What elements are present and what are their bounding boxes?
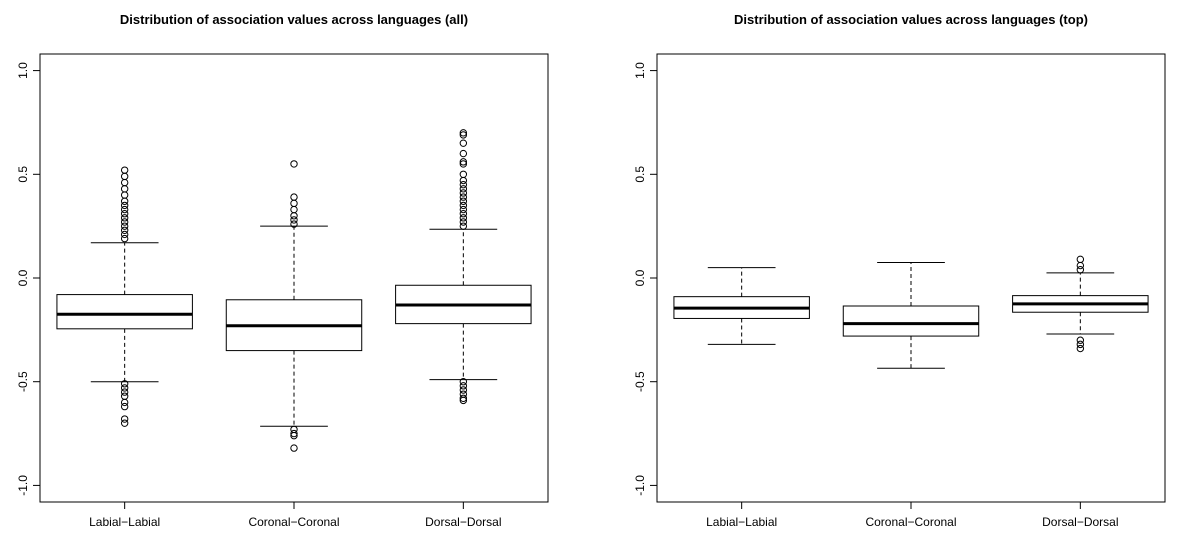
x-tick-label: Coronal−Coronal xyxy=(248,515,339,529)
x-tick-label: Labial−Labial xyxy=(89,515,160,529)
y-tick-label: 0.5 xyxy=(16,166,30,183)
outlier xyxy=(120,197,129,205)
y-tick-label: 0.0 xyxy=(633,269,647,286)
outlier xyxy=(459,158,468,166)
box xyxy=(842,305,980,337)
outlier xyxy=(459,193,468,201)
x-tick-label: Coronal−Coronal xyxy=(865,515,956,529)
outlier xyxy=(120,226,129,234)
outlier xyxy=(120,178,129,187)
y-tick-label: 0.0 xyxy=(16,269,30,286)
outlier xyxy=(1076,261,1085,270)
x-tick-label: Dorsal−Dorsal xyxy=(425,515,501,529)
outlier xyxy=(459,205,468,214)
outlier xyxy=(120,402,129,411)
outlier xyxy=(120,388,129,396)
y-tick-label: -0.5 xyxy=(633,371,647,392)
outlier xyxy=(290,199,298,208)
outlier xyxy=(120,166,129,174)
outlier xyxy=(120,380,129,388)
outlier xyxy=(1076,255,1085,264)
outlier xyxy=(290,220,298,228)
outlier xyxy=(459,185,468,193)
y-tick-label: 1.0 xyxy=(633,62,647,79)
outlier xyxy=(459,201,468,210)
y-tick-label: 1.0 xyxy=(16,62,30,79)
outlier xyxy=(290,444,298,452)
outlier xyxy=(459,382,468,390)
chart-title: Distribution of association values acros… xyxy=(120,12,468,27)
outlier xyxy=(459,129,468,137)
outlier xyxy=(459,386,468,394)
outlier xyxy=(290,216,298,224)
outlier xyxy=(290,193,298,201)
outlier xyxy=(459,139,468,147)
box xyxy=(56,294,193,330)
outlier xyxy=(459,189,468,197)
outlier xyxy=(459,131,468,139)
outlier xyxy=(120,392,129,400)
outlier xyxy=(290,205,298,214)
y-tick-label: -1.0 xyxy=(633,475,647,496)
outlier xyxy=(120,384,129,392)
outlier xyxy=(1076,266,1085,274)
outlier xyxy=(459,160,468,168)
y-tick-label: 0.5 xyxy=(633,166,647,183)
outlier xyxy=(120,205,129,214)
outlier xyxy=(290,160,298,168)
outlier xyxy=(459,180,468,189)
outlier xyxy=(120,222,129,230)
chart-title: Distribution of association values acros… xyxy=(734,12,1088,27)
outlier xyxy=(459,170,468,178)
outlier xyxy=(1076,344,1085,353)
outlier xyxy=(290,429,298,438)
outlier xyxy=(120,234,129,243)
outlier xyxy=(459,197,468,205)
y-tick-label: -1.0 xyxy=(16,475,30,496)
outlier xyxy=(459,210,468,218)
outlier xyxy=(459,378,468,386)
outlier xyxy=(459,218,468,226)
outlier xyxy=(120,230,129,239)
outlier xyxy=(120,214,129,222)
x-tick-label: Labial−Labial xyxy=(706,515,777,529)
outlier xyxy=(459,222,468,230)
outlier xyxy=(120,185,129,193)
outlier xyxy=(120,419,129,427)
outlier xyxy=(120,415,129,423)
outlier xyxy=(120,210,129,218)
outlier xyxy=(290,431,298,440)
outlier xyxy=(459,149,468,158)
y-tick-label: -0.5 xyxy=(16,371,30,392)
outlier xyxy=(459,396,468,405)
outlier xyxy=(120,191,129,199)
outlier xyxy=(290,212,298,220)
outlier xyxy=(1076,336,1085,344)
outlier xyxy=(459,394,468,402)
outlier xyxy=(120,398,129,407)
outlier xyxy=(459,214,468,222)
outlier xyxy=(120,218,129,226)
outlier xyxy=(120,201,129,210)
outlier xyxy=(120,172,129,181)
outlier xyxy=(1076,340,1085,349)
outlier xyxy=(459,176,468,185)
x-tick-label: Dorsal−Dorsal xyxy=(1042,515,1118,529)
